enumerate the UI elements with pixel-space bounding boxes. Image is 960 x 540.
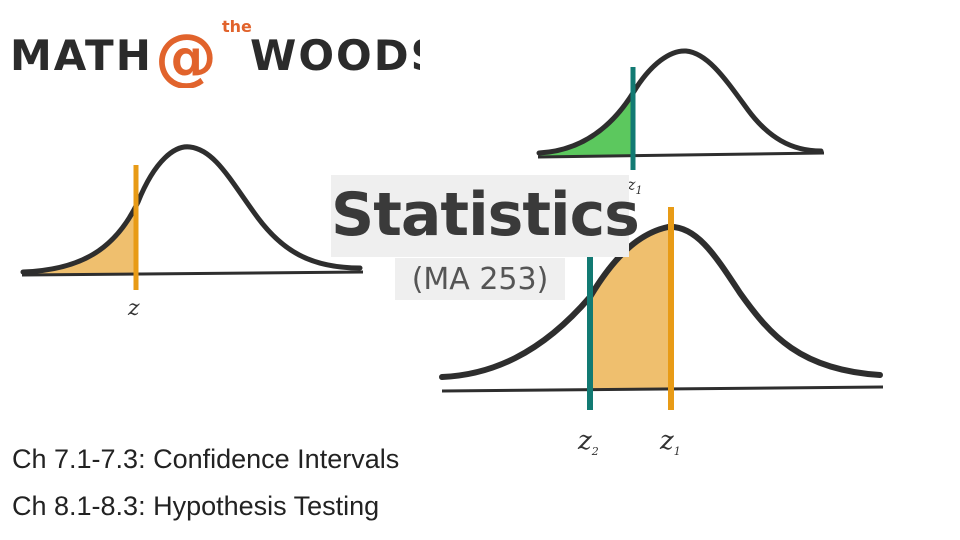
math-at-the-woods-logo: MATH @ the WOODS [10,17,420,88]
top-right-z1-label: z1 [627,175,643,198]
logo-at-symbol: @ [155,20,217,88]
left-z-label: z [128,296,140,321]
subtitle-background [395,258,565,300]
logo-word-math: MATH [10,31,153,80]
top-right-bell-curve [536,48,824,156]
page-title: Statistics [331,180,640,250]
bottom-right-normal-curve-diagram [439,207,884,410]
top-right-normal-curve-diagram [536,48,825,170]
logo-word-woods: WOODS [250,31,420,80]
logo-superscript-the: the [222,17,252,36]
bottom-right-z2-label: z2 [578,426,599,459]
left-shaded-tail [23,202,138,275]
bottom-right-z1-label: z1 [660,426,681,459]
top-right-shaded-tail [539,93,633,157]
course-code-subtitle: (MA 253) [411,262,549,297]
title-background [331,175,629,257]
bottom-right-baseline [441,385,884,393]
left-normal-curve-diagram [20,144,364,290]
chapter-line-1: Ch 7.1-7.3: Confidence Intervals [12,444,400,474]
left-baseline [21,270,364,277]
left-bell-curve [20,144,363,275]
top-right-baseline [537,151,825,159]
chapter-line-2: Ch 8.1-8.3: Hypothesis Testing [12,491,380,521]
